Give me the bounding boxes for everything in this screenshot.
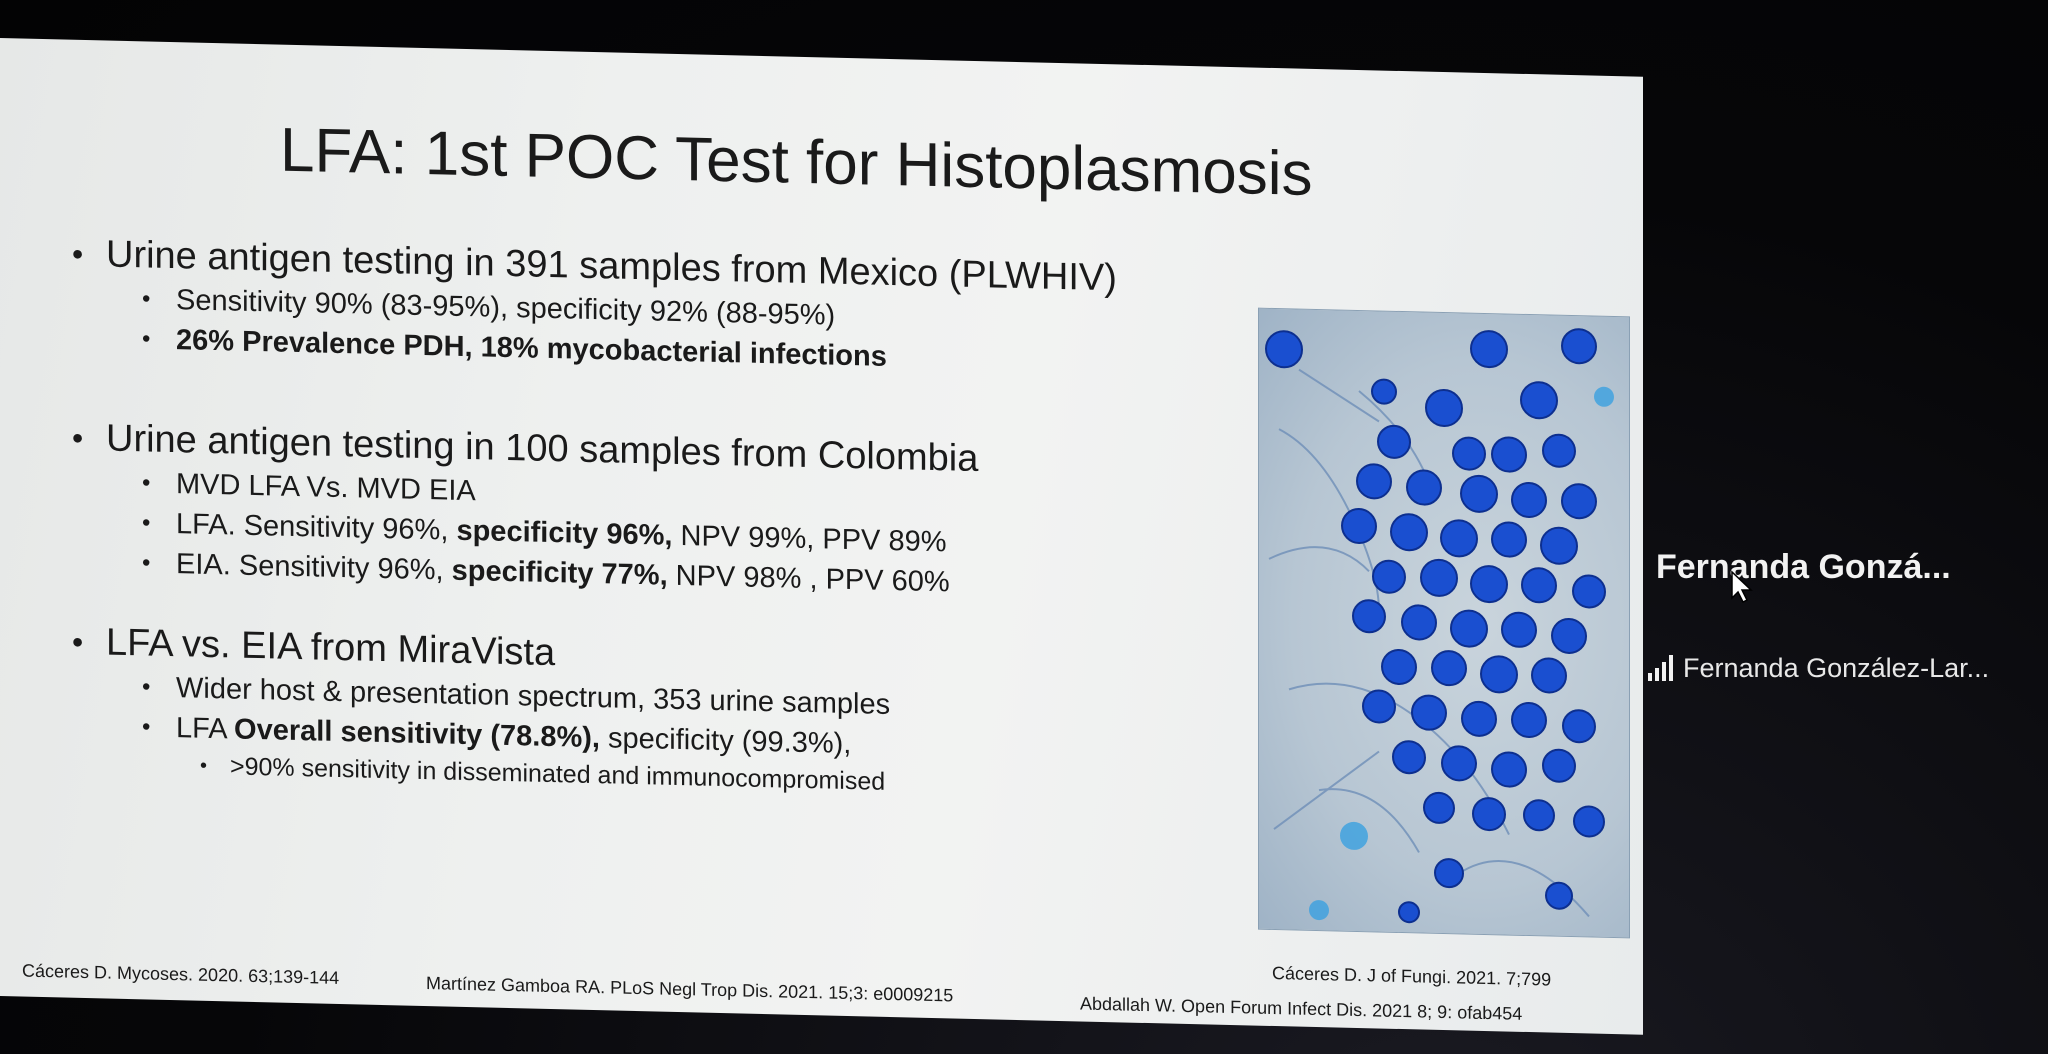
image-credit: Cáceres D. J of Fungi. 2021. 7;799 xyxy=(1272,962,1552,990)
presentation-slide: LFA: 1st POC Test for Histoplasmosis Uri… xyxy=(0,38,1643,1035)
slide-bullets: Urine antigen testing in 391 samples fro… xyxy=(72,230,1252,808)
stained-cells-graphic xyxy=(1265,328,1614,924)
slide-title: LFA: 1st POC Test for Histoplasmosis xyxy=(280,115,1313,209)
microscopy-image xyxy=(1258,307,1630,939)
participant-label[interactable]: Fernanda González-Lar... xyxy=(1648,650,1989,686)
reference-2: Martínez Gamboa RA. PLoS Negl Trop Dis. … xyxy=(426,973,954,1006)
participant-tile-name[interactable]: Fernanda Gonzá... xyxy=(1656,548,1951,586)
signal-bars-icon xyxy=(1648,655,1673,681)
participant-display-name: Fernanda González-Lar... xyxy=(1683,652,1990,683)
mouse-cursor-icon xyxy=(1730,570,1756,609)
reference-3: Abdallah W. Open Forum Infect Dis. 2021 … xyxy=(1080,993,1523,1024)
reference-1: Cáceres D. Mycoses. 2020. 63;139-144 xyxy=(22,960,340,988)
